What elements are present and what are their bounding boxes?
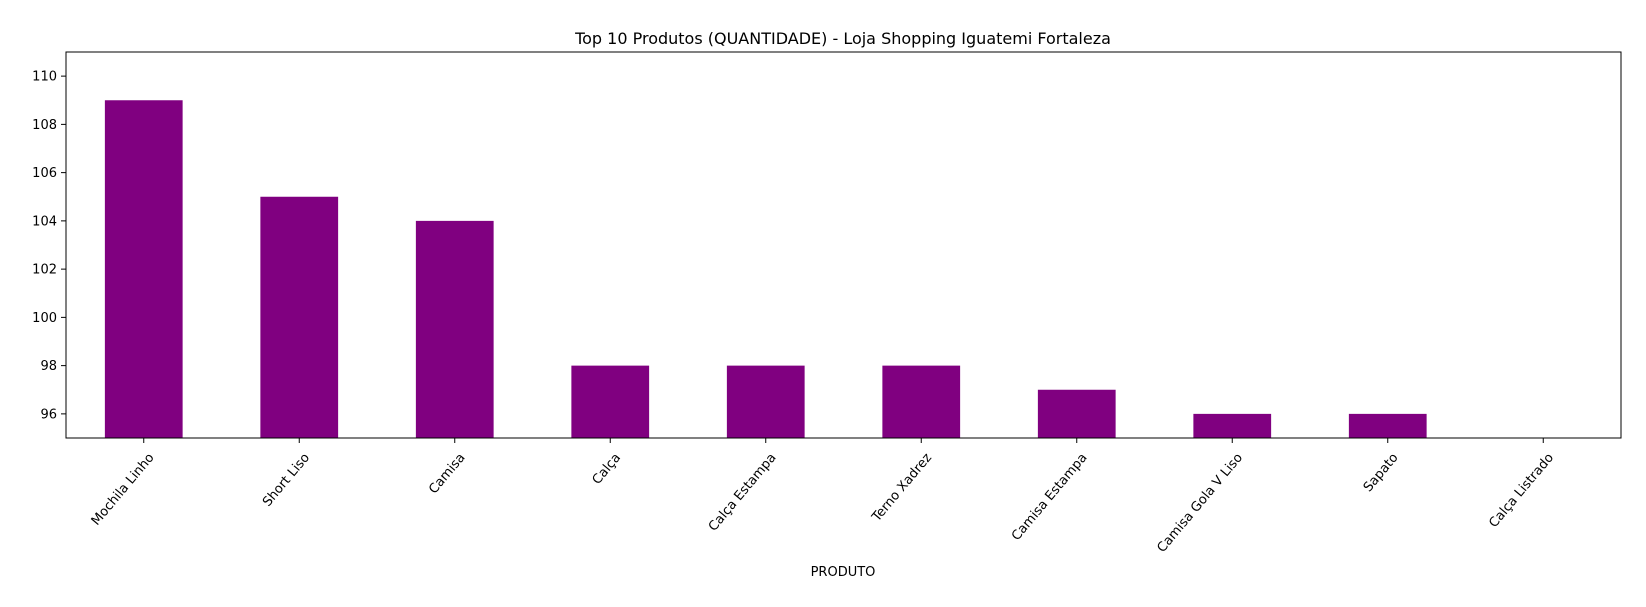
x-tick-label: Camisa Gola V Liso xyxy=(1155,451,1247,556)
bar xyxy=(1037,389,1116,438)
y-tick-label: 108 xyxy=(32,118,57,133)
x-axis-label: PRODUTO xyxy=(811,565,876,580)
x-tick-label: Camisa Estampa xyxy=(1009,451,1091,544)
x-tick-label: Calça Estampa xyxy=(706,451,780,535)
y-tick-label: 102 xyxy=(32,263,57,278)
bar xyxy=(571,365,650,438)
x-tick-label: Calça xyxy=(590,451,624,488)
x-tick-label: Mochila Linho xyxy=(89,451,158,529)
plot-frame xyxy=(65,51,1622,439)
bar xyxy=(1348,413,1427,438)
x-tick-label: Sapato xyxy=(1361,451,1402,496)
y-tick-label: 106 xyxy=(32,166,57,181)
x-tick-label: Terno Xadrez xyxy=(869,450,935,525)
bar xyxy=(726,365,805,438)
bar xyxy=(104,100,183,438)
y-axis: 96 98 100 102 104 106 108 110 xyxy=(32,70,66,422)
y-tick-label: 98 xyxy=(40,359,57,374)
chart-title: Top 10 Produtos (QUANTIDADE) - Loja Shop… xyxy=(574,29,1111,48)
y-tick-label: 96 xyxy=(40,407,57,422)
x-tick-label: Camisa xyxy=(426,451,468,497)
y-tick-label: 100 xyxy=(32,311,57,326)
x-axis: Mochila Linho Short Liso Camisa Calça Calça … xyxy=(89,438,1557,556)
bar xyxy=(882,365,961,438)
bars xyxy=(104,100,1427,438)
y-tick-label: 110 xyxy=(32,70,57,85)
bar xyxy=(415,220,494,438)
y-tick-label: 104 xyxy=(32,214,57,229)
x-tick-label: Calça Listrado xyxy=(1486,451,1557,531)
x-tick-label: Short Liso xyxy=(260,451,313,510)
bar xyxy=(260,196,339,438)
bar xyxy=(1193,413,1272,438)
